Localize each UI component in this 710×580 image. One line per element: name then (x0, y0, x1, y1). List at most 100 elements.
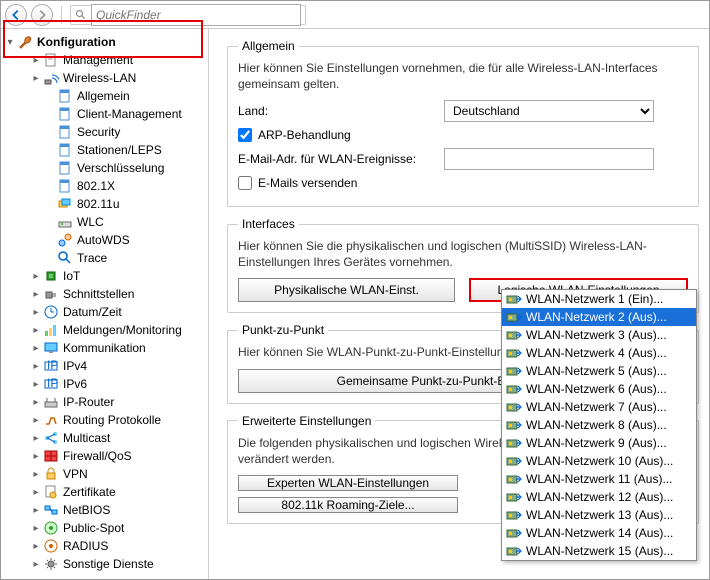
ip-icon: IP (43, 358, 59, 374)
tree-item[interactable]: ▸IPIPv6 (3, 375, 206, 393)
wlan-network-item[interactable]: WLAN-Netzwerk 10 (Aus)... (502, 452, 696, 470)
nic-icon (506, 507, 522, 524)
tree-item[interactable]: ▸Sonstige Dienste (3, 555, 206, 573)
nic-icon (506, 525, 522, 542)
wlan-network-item[interactable]: WLAN-Netzwerk 5 (Aus)... (502, 362, 696, 380)
tree-item[interactable]: ▸Firewall/QoS (3, 447, 206, 465)
input-email[interactable] (444, 148, 654, 170)
monitor-icon (43, 340, 59, 356)
tree-item[interactable]: ▸Wireless-LAN (3, 69, 206, 87)
quickfinder-input[interactable] (91, 4, 301, 26)
pspot-icon (43, 520, 59, 536)
tree-item[interactable]: Allgemein (3, 87, 206, 105)
wlan-network-item[interactable]: WLAN-Netzwerk 11 (Aus)... (502, 470, 696, 488)
label-land: Land: (238, 104, 438, 118)
tree-item[interactable]: 802.1X (3, 177, 206, 195)
label-email: E-Mail-Adr. für WLAN-Ereignisse: (238, 152, 438, 166)
tree-item[interactable]: 802.11u (3, 195, 206, 213)
btn-roaming[interactable]: 802.11k Roaming-Ziele... (238, 497, 458, 513)
mcast-icon (43, 430, 59, 446)
tree-item[interactable]: ▸Public-Spot (3, 519, 206, 537)
tree-item[interactable]: AutoWDS (3, 231, 206, 249)
tree-item[interactable]: Security (3, 123, 206, 141)
ip-icon: IP (43, 376, 59, 392)
wlan-network-item[interactable]: WLAN-Netzwerk 13 (Aus)... (502, 506, 696, 524)
tree-item[interactable]: ▸Meldungen/Monitoring (3, 321, 206, 339)
nic-icon (506, 471, 522, 488)
checkbox-arp[interactable] (238, 128, 252, 142)
wlan-network-item[interactable]: WLAN-Netzwerk 7 (Aus)... (502, 398, 696, 416)
tree-item[interactable]: ▸Management (3, 51, 206, 69)
page-blue-icon (57, 178, 73, 194)
btn-expert-wlan[interactable]: Experten WLAN-Einstellungen (238, 475, 458, 491)
tree-item[interactable]: ▸RADIUS (3, 537, 206, 555)
page-blue-icon (57, 106, 73, 122)
page-blue-icon (57, 160, 73, 176)
tree-item[interactable]: ▸VPN (3, 465, 206, 483)
tree-item[interactable]: ▸NetBIOS (3, 501, 206, 519)
nav-back-button[interactable] (5, 4, 27, 26)
legend-extended: Erweiterte Einstellungen (238, 414, 375, 428)
wlan-network-item[interactable]: WLAN-Netzwerk 8 (Aus)... (502, 416, 696, 434)
tree-item[interactable]: ▸IPIPv4 (3, 357, 206, 375)
allgemein-desc: Hier können Sie Einstellungen vornehmen,… (238, 61, 688, 92)
nic-icon (506, 543, 522, 560)
tree-item[interactable]: Client-Management (3, 105, 206, 123)
tree-item[interactable]: ▸Routing Protokolle (3, 411, 206, 429)
config-tree[interactable]: ▾Konfiguration▸Management▸Wireless-LANAl… (1, 29, 209, 579)
wlan-network-item[interactable]: WLAN-Netzwerk 2 (Aus)... (502, 308, 696, 326)
legend-p2p: Punkt-zu-Punkt (238, 323, 328, 337)
tree-item[interactable]: ▸IP-Router (3, 393, 206, 411)
wrench-icon (17, 34, 33, 50)
checkbox-send-emails[interactable] (238, 176, 252, 190)
wlan-network-item[interactable]: WLAN-Netzwerk 15 (Aus)... (502, 542, 696, 560)
svg-text:IP: IP (47, 376, 58, 390)
select-land[interactable]: Deutschland (444, 100, 654, 122)
page-blue-icon (57, 124, 73, 140)
page-blue-icon (57, 142, 73, 158)
wlan-network-item[interactable]: WLAN-Netzwerk 12 (Aus)... (502, 488, 696, 506)
wifi-icon (43, 70, 59, 86)
routes-icon (43, 412, 59, 428)
nic-icon (506, 435, 522, 452)
tree-item[interactable]: ▸Zertifikate (3, 483, 206, 501)
netbios-icon (43, 502, 59, 518)
nic-icon (506, 345, 522, 362)
tree-root[interactable]: ▾Konfiguration (3, 33, 206, 51)
quickfinder-search[interactable] (70, 5, 306, 25)
tree-item[interactable]: ▸IoT (3, 267, 206, 285)
nic-icon (506, 417, 522, 434)
nic-icon (506, 309, 522, 326)
tree-item[interactable]: Trace (3, 249, 206, 267)
nic-icon (506, 327, 522, 344)
wlan-network-dropdown[interactable]: WLAN-Netzwerk 1 (Ein)...WLAN-Netzwerk 2 … (501, 289, 697, 561)
nic-icon (506, 489, 522, 506)
tree-item[interactable]: Verschlüsselung (3, 159, 206, 177)
tree-item[interactable]: Stationen/LEPS (3, 141, 206, 159)
tree-item[interactable]: ▸Multicast (3, 429, 206, 447)
nav-forward-button[interactable] (31, 4, 53, 26)
nic-icon (506, 363, 522, 380)
label-arp: ARP-Behandlung (258, 128, 351, 142)
radius-icon (43, 538, 59, 554)
wlan-network-item[interactable]: WLAN-Netzwerk 1 (Ein)... (502, 290, 696, 308)
label-send-emails: E-Mails versenden (258, 176, 357, 190)
wlan-network-item[interactable]: WLAN-Netzwerk 4 (Aus)... (502, 344, 696, 362)
tree-item[interactable]: ▸Datum/Zeit (3, 303, 206, 321)
nic-icon (506, 453, 522, 470)
interfaces-desc: Hier können Sie die physikalischen und l… (238, 239, 688, 270)
wlan-network-item[interactable]: WLAN-Netzwerk 3 (Aus)... (502, 326, 696, 344)
nic-icon (506, 381, 522, 398)
gear-icon (43, 556, 59, 572)
page-blue-icon (57, 88, 73, 104)
tree-item[interactable]: ▸Kommunikation (3, 339, 206, 357)
page-icon (43, 52, 59, 68)
wlan-network-item[interactable]: WLAN-Netzwerk 14 (Aus)... (502, 524, 696, 542)
wlan-network-item[interactable]: WLAN-Netzwerk 6 (Aus)... (502, 380, 696, 398)
wlc-icon (57, 214, 73, 230)
chart-icon (43, 322, 59, 338)
tree-item[interactable]: ▸Schnittstellen (3, 285, 206, 303)
tree-item[interactable]: WLC (3, 213, 206, 231)
wlan-network-item[interactable]: WLAN-Netzwerk 9 (Aus)... (502, 434, 696, 452)
btn-phys-wlan[interactable]: Physikalische WLAN-Einst. (238, 278, 455, 302)
